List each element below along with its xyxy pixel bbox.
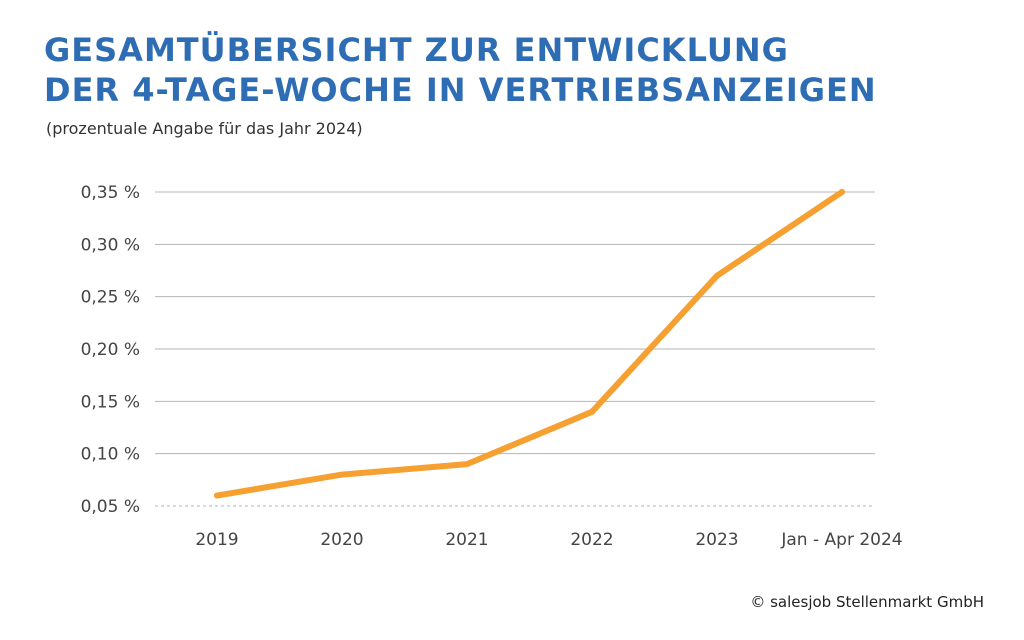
- y-tick-label: 0,15 %: [81, 392, 140, 412]
- chart-title-line-2: DER 4-TAGE-WOCHE IN VERTRIEBSANZEIGEN: [44, 71, 877, 109]
- y-tick-label: 0,05 %: [81, 497, 140, 517]
- x-tick-label: 2022: [570, 530, 613, 550]
- data-point: [839, 189, 845, 195]
- x-tick-label: 2020: [320, 530, 363, 550]
- data-point: [589, 408, 595, 415]
- x-tick-label: 2023: [695, 530, 738, 550]
- x-tick-label: 2019: [195, 530, 238, 550]
- data-point: [214, 492, 220, 499]
- y-tick-label: 0,10 %: [81, 445, 140, 465]
- copyright-notice: © salesjob Stellenmarkt GmbH: [750, 593, 984, 611]
- y-tick-label: 0,20 %: [81, 340, 140, 360]
- x-tick-label: Jan - Apr 2024: [780, 530, 902, 550]
- chart-title: GESAMTÜBERSICHT ZUR ENTWICKLUNG DER 4-TA…: [44, 30, 877, 110]
- data-point: [464, 461, 470, 468]
- y-tick-label: 0,25 %: [81, 288, 140, 308]
- series-line: [214, 189, 845, 499]
- chart-subtitle: (prozentuale Angabe für das Jahr 2024): [46, 119, 363, 138]
- y-tick-label: 0,30 %: [81, 235, 140, 255]
- data-point: [339, 471, 345, 478]
- y-tick-label: 0,35 %: [81, 183, 140, 203]
- chart-title-line-1: GESAMTÜBERSICHT ZUR ENTWICKLUNG: [44, 31, 789, 69]
- x-tick-label: 2021: [445, 530, 488, 550]
- data-point: [714, 272, 720, 279]
